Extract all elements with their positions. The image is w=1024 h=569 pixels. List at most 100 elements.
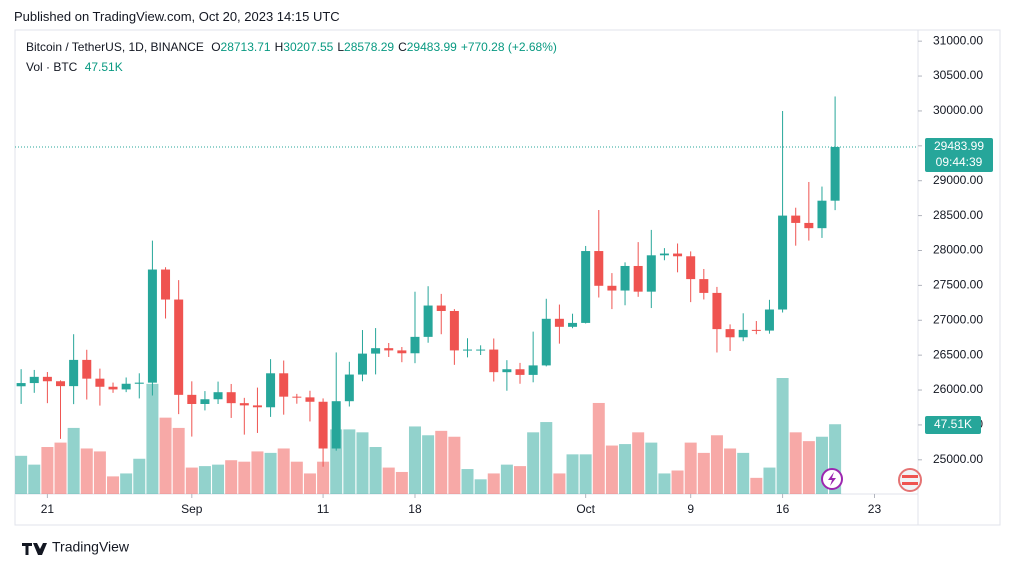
volume-bar: [133, 458, 146, 494]
candle-body: [147, 269, 157, 383]
volume-bar: [41, 447, 54, 494]
volume-bar: [553, 473, 566, 494]
candle-body: [95, 378, 105, 387]
volume-bar: [540, 422, 553, 494]
volume-bar: [159, 417, 172, 494]
candle-body: [646, 255, 656, 292]
volume-bar: [789, 432, 802, 494]
volume-bar: [198, 466, 211, 494]
candle-body: [161, 269, 171, 300]
candle-body: [554, 318, 564, 327]
x-tick-label: 9: [687, 502, 694, 516]
y-tick-label: 29000.00: [933, 173, 983, 187]
candle-body: [42, 376, 52, 382]
candle-body: [594, 251, 604, 286]
candle-body: [502, 369, 512, 373]
candle-body: [82, 359, 92, 379]
candle-body: [633, 265, 643, 292]
volume-bar: [579, 454, 592, 494]
volume-bar: [435, 430, 448, 494]
volume-tag: [925, 416, 981, 434]
ohlc-letter: L: [337, 40, 345, 54]
countdown: 09:44:39: [936, 155, 983, 169]
candle-body: [686, 256, 696, 280]
flag-stripe: [902, 475, 918, 478]
candle-body: [174, 299, 184, 395]
x-tick-label: Oct: [576, 502, 595, 516]
volume-bar: [67, 427, 80, 494]
candle-body: [187, 394, 197, 404]
ohlc-value: 29483.99: [406, 40, 457, 54]
candle-body: [344, 374, 354, 402]
volume-bar: [802, 441, 815, 494]
ohlc-letter: H: [274, 40, 284, 54]
volume-bar: [395, 471, 408, 494]
y-tick-label: 30500.00: [933, 68, 983, 82]
volume-bar: [303, 473, 316, 494]
y-tick-label: 28000.00: [933, 243, 983, 257]
x-tick-label: 16: [776, 502, 790, 516]
volume-bar: [461, 469, 474, 494]
candle-body: [331, 401, 341, 449]
volume-bar: [238, 461, 251, 494]
event-icon-bolt: [828, 472, 836, 486]
volume-bar: [93, 451, 106, 494]
candle-body: [239, 403, 249, 406]
candle-body: [423, 305, 433, 337]
candle-body: [712, 292, 722, 330]
candle-body: [410, 336, 420, 354]
y-tick-label: 27000.00: [933, 312, 983, 326]
candle-body: [56, 381, 66, 387]
volume-bar: [107, 476, 120, 494]
logo-mark: [22, 543, 47, 555]
volume-bar: [172, 427, 185, 494]
volume-bar: [120, 473, 133, 494]
volume-bar: [28, 464, 41, 494]
candle-body: [213, 392, 223, 400]
volume-tag-label: 47.51K: [934, 417, 972, 431]
footer-brand: TradingView: [52, 539, 130, 555]
volume-bar: [54, 442, 67, 494]
candle-body: [489, 349, 499, 373]
volume-bar: [632, 432, 645, 494]
volume-bar: [369, 447, 382, 494]
volume-bar: [619, 444, 632, 494]
candle-layer: [16, 96, 840, 467]
volume-layer: [15, 378, 842, 494]
candle-body: [817, 200, 827, 229]
candle-body: [134, 382, 144, 384]
volume-bar: [225, 460, 238, 494]
volume-bar: [645, 442, 658, 494]
volume-bar: [763, 467, 776, 494]
volume-bar: [697, 452, 710, 494]
volume-bar: [264, 452, 277, 494]
volume-bar: [684, 442, 697, 494]
candle-body: [305, 397, 315, 402]
volume-bar: [343, 429, 356, 494]
candle-body: [764, 309, 774, 331]
volume-bar: [750, 477, 763, 494]
volume-bar: [356, 432, 369, 494]
y-tick-label: 28500.00: [933, 208, 983, 222]
x-tick-label: 11: [317, 502, 330, 516]
candle-body: [29, 376, 39, 384]
volume-bar: [185, 467, 198, 494]
last-price-label: 29483.99: [934, 139, 984, 153]
volume-bar: [422, 435, 435, 494]
flag-icon[interactable]: [898, 468, 922, 492]
candle-body: [581, 251, 591, 323]
candle-body: [791, 215, 801, 223]
volume-bar: [776, 378, 789, 494]
candle-body: [751, 329, 761, 331]
flag-stripe: [902, 482, 918, 485]
candle-body: [200, 399, 210, 404]
volume-bar: [566, 454, 579, 494]
volume-title: Vol · BTC: [26, 60, 78, 74]
x-tick-label: 23: [868, 502, 882, 516]
volume-bar: [500, 464, 513, 494]
candle-body: [659, 253, 669, 256]
volume-bar: [724, 448, 737, 494]
published: Published on TradingView.com, Oct 20, 20…: [14, 9, 340, 24]
x-tick-label: 21: [41, 502, 55, 516]
